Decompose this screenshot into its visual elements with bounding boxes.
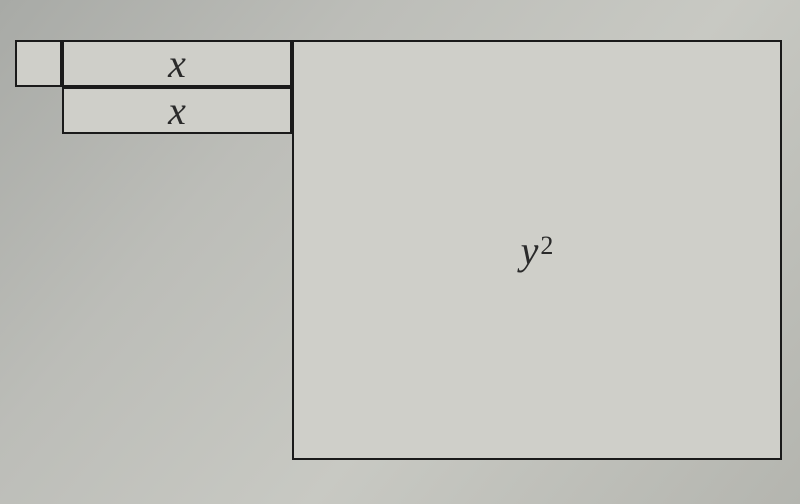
x-tile-bottom-label: x — [168, 87, 186, 134]
y-squared-tile: y2 — [292, 40, 782, 460]
x-tile-top-label: x — [168, 40, 186, 87]
unit-tile — [15, 40, 62, 87]
y-squared-tile-label: y — [521, 227, 539, 274]
x-tile-bottom: x — [62, 87, 292, 134]
y-squared-tile-label-sup: 2 — [540, 231, 553, 261]
x-tile-top: x — [62, 40, 292, 87]
